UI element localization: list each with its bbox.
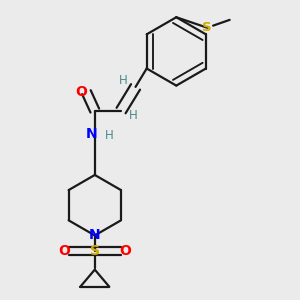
Text: H: H <box>105 129 114 142</box>
Text: O: O <box>119 244 131 258</box>
Text: H: H <box>128 109 137 122</box>
Text: N: N <box>89 228 100 242</box>
Text: H: H <box>119 74 128 87</box>
Text: N: N <box>86 127 98 141</box>
Text: S: S <box>90 244 100 258</box>
Text: S: S <box>202 21 212 34</box>
Text: O: O <box>76 85 88 99</box>
Text: O: O <box>58 244 70 258</box>
